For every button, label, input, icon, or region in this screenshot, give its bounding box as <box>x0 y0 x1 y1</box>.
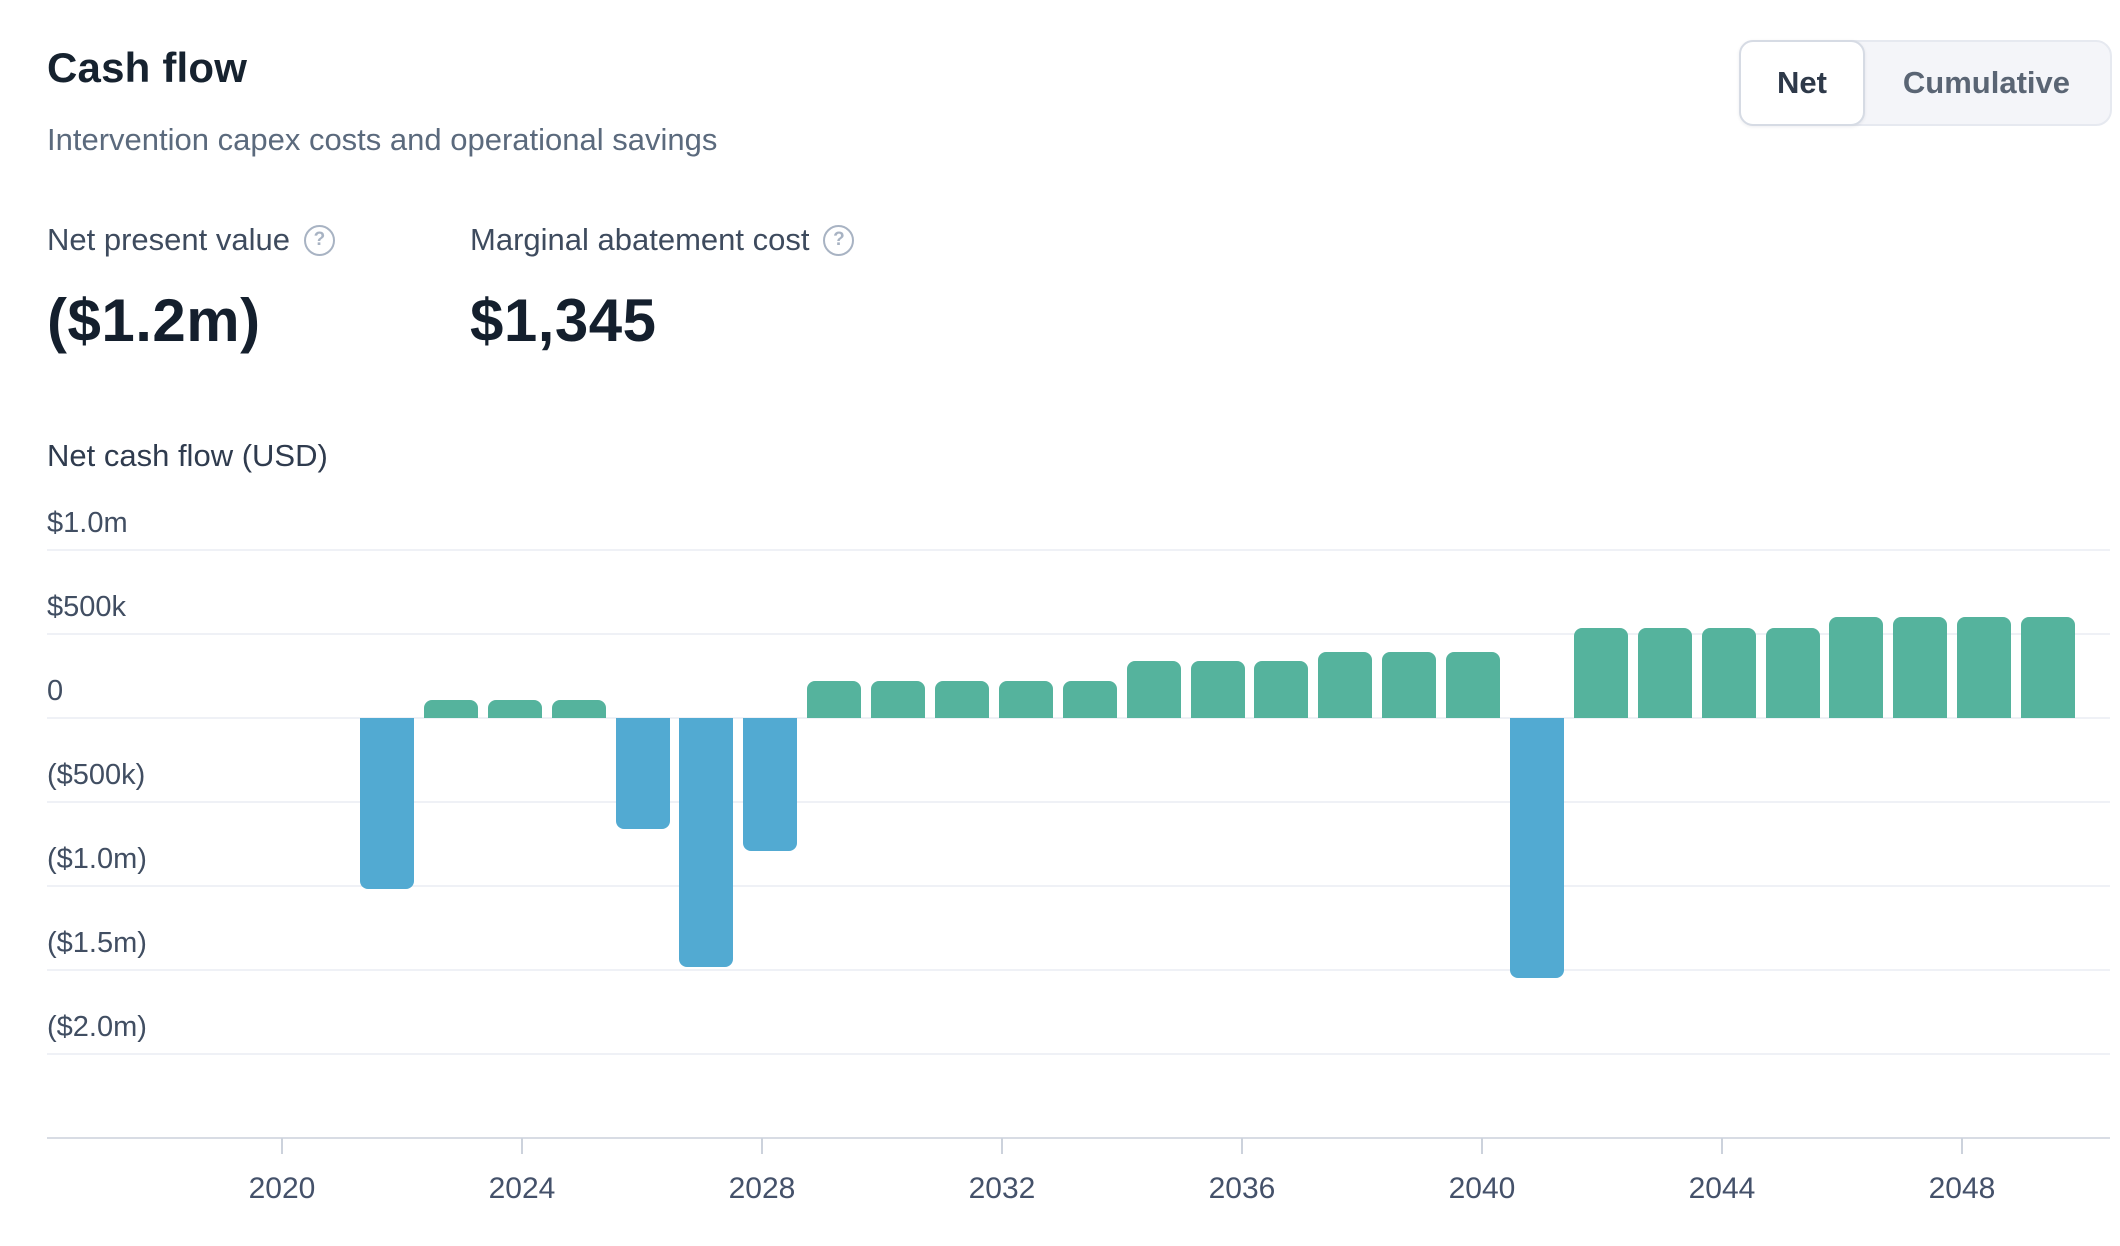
stat-marginal-abatement-cost: Marginal abatement cost ? $1,345 <box>470 222 855 355</box>
bar-2035[interactable] <box>1190 660 1245 718</box>
x-axis-tick <box>281 1138 283 1154</box>
x-axis-tick <box>1721 1138 1723 1154</box>
gridline <box>47 633 2110 635</box>
x-axis-tick-label: 2048 <box>1928 1172 1996 1205</box>
y-axis-tick-label: 0 <box>47 675 64 707</box>
bar-2037[interactable] <box>1318 652 1373 718</box>
x-axis-tick <box>761 1138 763 1154</box>
y-axis-tick-label: ($1.0m) <box>47 843 147 875</box>
page-subtitle: Intervention capex costs and operational… <box>47 122 718 157</box>
stat-value: $1,345 <box>470 287 657 354</box>
x-axis-tick-label: 2032 <box>968 1172 1036 1205</box>
gridline <box>47 801 2110 803</box>
bar-2031[interactable] <box>934 681 989 718</box>
y-axis-tick-label: $500k <box>47 591 127 623</box>
bar-2030[interactable] <box>871 681 926 718</box>
gridline <box>47 549 2110 551</box>
x-axis-line <box>47 1137 2110 1139</box>
bar-2025[interactable] <box>551 699 606 718</box>
x-axis-tick-label: 2028 <box>728 1172 796 1205</box>
chart-y-axis-title: Net cash flow (USD) <box>47 438 328 473</box>
net-cumulative-toggle: Net Cumulative <box>1738 40 2112 126</box>
gridline <box>47 969 2110 971</box>
question-circle-icon[interactable]: ? <box>823 224 855 256</box>
bar-2023[interactable] <box>423 699 478 718</box>
bar-2046[interactable] <box>1893 617 1948 718</box>
x-axis-tick-label: 2040 <box>1448 1172 1516 1205</box>
stat-net-present-value: Net present value ? ($1.2m) <box>47 222 335 355</box>
y-axis-tick-label: ($1.5m) <box>47 927 147 959</box>
question-circle-icon[interactable]: ? <box>303 224 335 256</box>
y-axis-tick-label: $1.0m <box>47 507 128 539</box>
bar-2041[interactable] <box>1573 628 1628 718</box>
x-axis-tick <box>1961 1138 1963 1154</box>
gridline <box>47 1053 2110 1055</box>
bar-2039[interactable] <box>1446 652 1501 718</box>
y-axis-tick-label: ($500k) <box>47 759 146 791</box>
toggle-option-cumulative[interactable]: Cumulative <box>1863 42 2110 124</box>
bar-2022[interactable] <box>359 718 414 890</box>
bar-2038[interactable] <box>1382 652 1437 718</box>
bar-2034[interactable] <box>1126 660 1181 718</box>
x-axis-tick <box>1241 1138 1243 1154</box>
bar-2033[interactable] <box>1062 681 1117 718</box>
bar-2029[interactable] <box>807 681 862 718</box>
bar-2048[interactable] <box>2021 617 2076 718</box>
stat-label: Marginal abatement cost <box>470 222 810 257</box>
x-axis-tick-label: 2020 <box>248 1172 316 1205</box>
bar-2032[interactable] <box>998 681 1053 718</box>
page-title: Cash flow <box>47 44 248 91</box>
toggle-option-net[interactable]: Net <box>1738 40 1865 126</box>
y-axis-tick-label: ($2.0m) <box>47 1011 147 1043</box>
bar-2026[interactable] <box>615 718 670 829</box>
bar-2047[interactable] <box>1957 617 2012 718</box>
x-axis-tick-label: 2024 <box>488 1172 556 1205</box>
gridline <box>47 885 2110 887</box>
bar-2027[interactable] <box>679 718 734 967</box>
x-axis-tick <box>1001 1138 1003 1154</box>
gridline <box>47 717 2110 719</box>
stat-label: Net present value <box>47 222 290 257</box>
bar-2036[interactable] <box>1254 660 1309 718</box>
bar-2042[interactable] <box>1637 628 1692 718</box>
bar-2040[interactable] <box>1509 718 1564 979</box>
bar-2044[interactable] <box>1765 628 1820 718</box>
x-axis-tick-label: 2036 <box>1208 1172 1276 1205</box>
x-axis-tick <box>521 1138 523 1154</box>
bar-2028[interactable] <box>743 718 798 851</box>
x-axis-tick-label: 2044 <box>1688 1172 1756 1205</box>
x-axis-tick <box>1481 1138 1483 1154</box>
stat-value: ($1.2m) <box>47 287 261 354</box>
bar-2024[interactable] <box>487 699 542 718</box>
bar-2043[interactable] <box>1701 628 1756 718</box>
bar-2045[interactable] <box>1829 617 1884 718</box>
